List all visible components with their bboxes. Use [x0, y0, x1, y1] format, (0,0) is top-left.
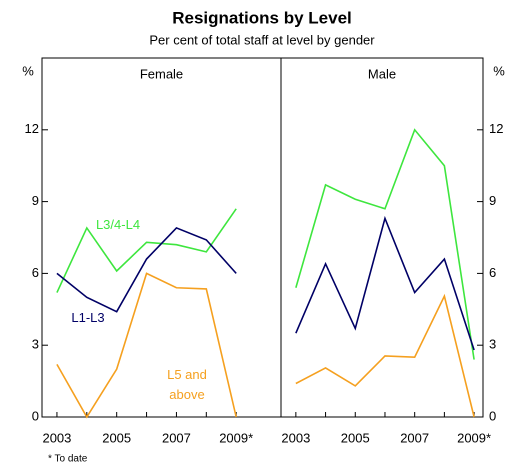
series-label: L1-L3	[71, 310, 105, 325]
panel-title: Male	[368, 66, 396, 81]
panel-title: Female	[140, 66, 183, 81]
series-line	[56, 272, 237, 419]
x-tick-label: 2003	[281, 430, 310, 445]
x-tick-label: 2009*	[219, 430, 253, 445]
plot-frame	[41, 57, 484, 418]
x-tick-label: 2007	[400, 430, 429, 445]
x-tick-label: 2005	[341, 430, 370, 445]
y-tick-label: 0	[32, 408, 39, 423]
x-tick-label: 2003	[42, 430, 71, 445]
series-line	[295, 293, 475, 418]
y-tick-label: 6	[32, 265, 39, 280]
y-tick-label: 12	[489, 121, 503, 136]
y-axis-label: %	[22, 63, 34, 78]
y-tick-label: 3	[32, 337, 39, 352]
chart-subtitle: Per cent of total staff at level by gend…	[149, 32, 375, 47]
x-tick-label: 2007	[162, 430, 191, 445]
y-tick-label: 6	[489, 265, 496, 280]
x-tick-label: 2005	[102, 430, 131, 445]
y-tick-label: 12	[25, 121, 39, 136]
series-line	[56, 208, 237, 293]
y-axis-label: %	[493, 63, 505, 78]
series-label: L5 and above	[167, 367, 207, 402]
series-line	[295, 215, 475, 351]
chart-title: Resignations by Level	[172, 8, 352, 27]
y-tick-label: 0	[489, 408, 496, 423]
x-tick-label: 2009*	[457, 430, 491, 445]
series-line	[56, 226, 237, 313]
y-tick-label: 9	[32, 193, 39, 208]
footnote: * To date	[48, 454, 88, 465]
y-tick-label: 9	[489, 193, 496, 208]
series-line	[295, 128, 475, 360]
series-label: L3/4-L4	[95, 217, 141, 232]
y-tick-label: 3	[489, 337, 496, 352]
